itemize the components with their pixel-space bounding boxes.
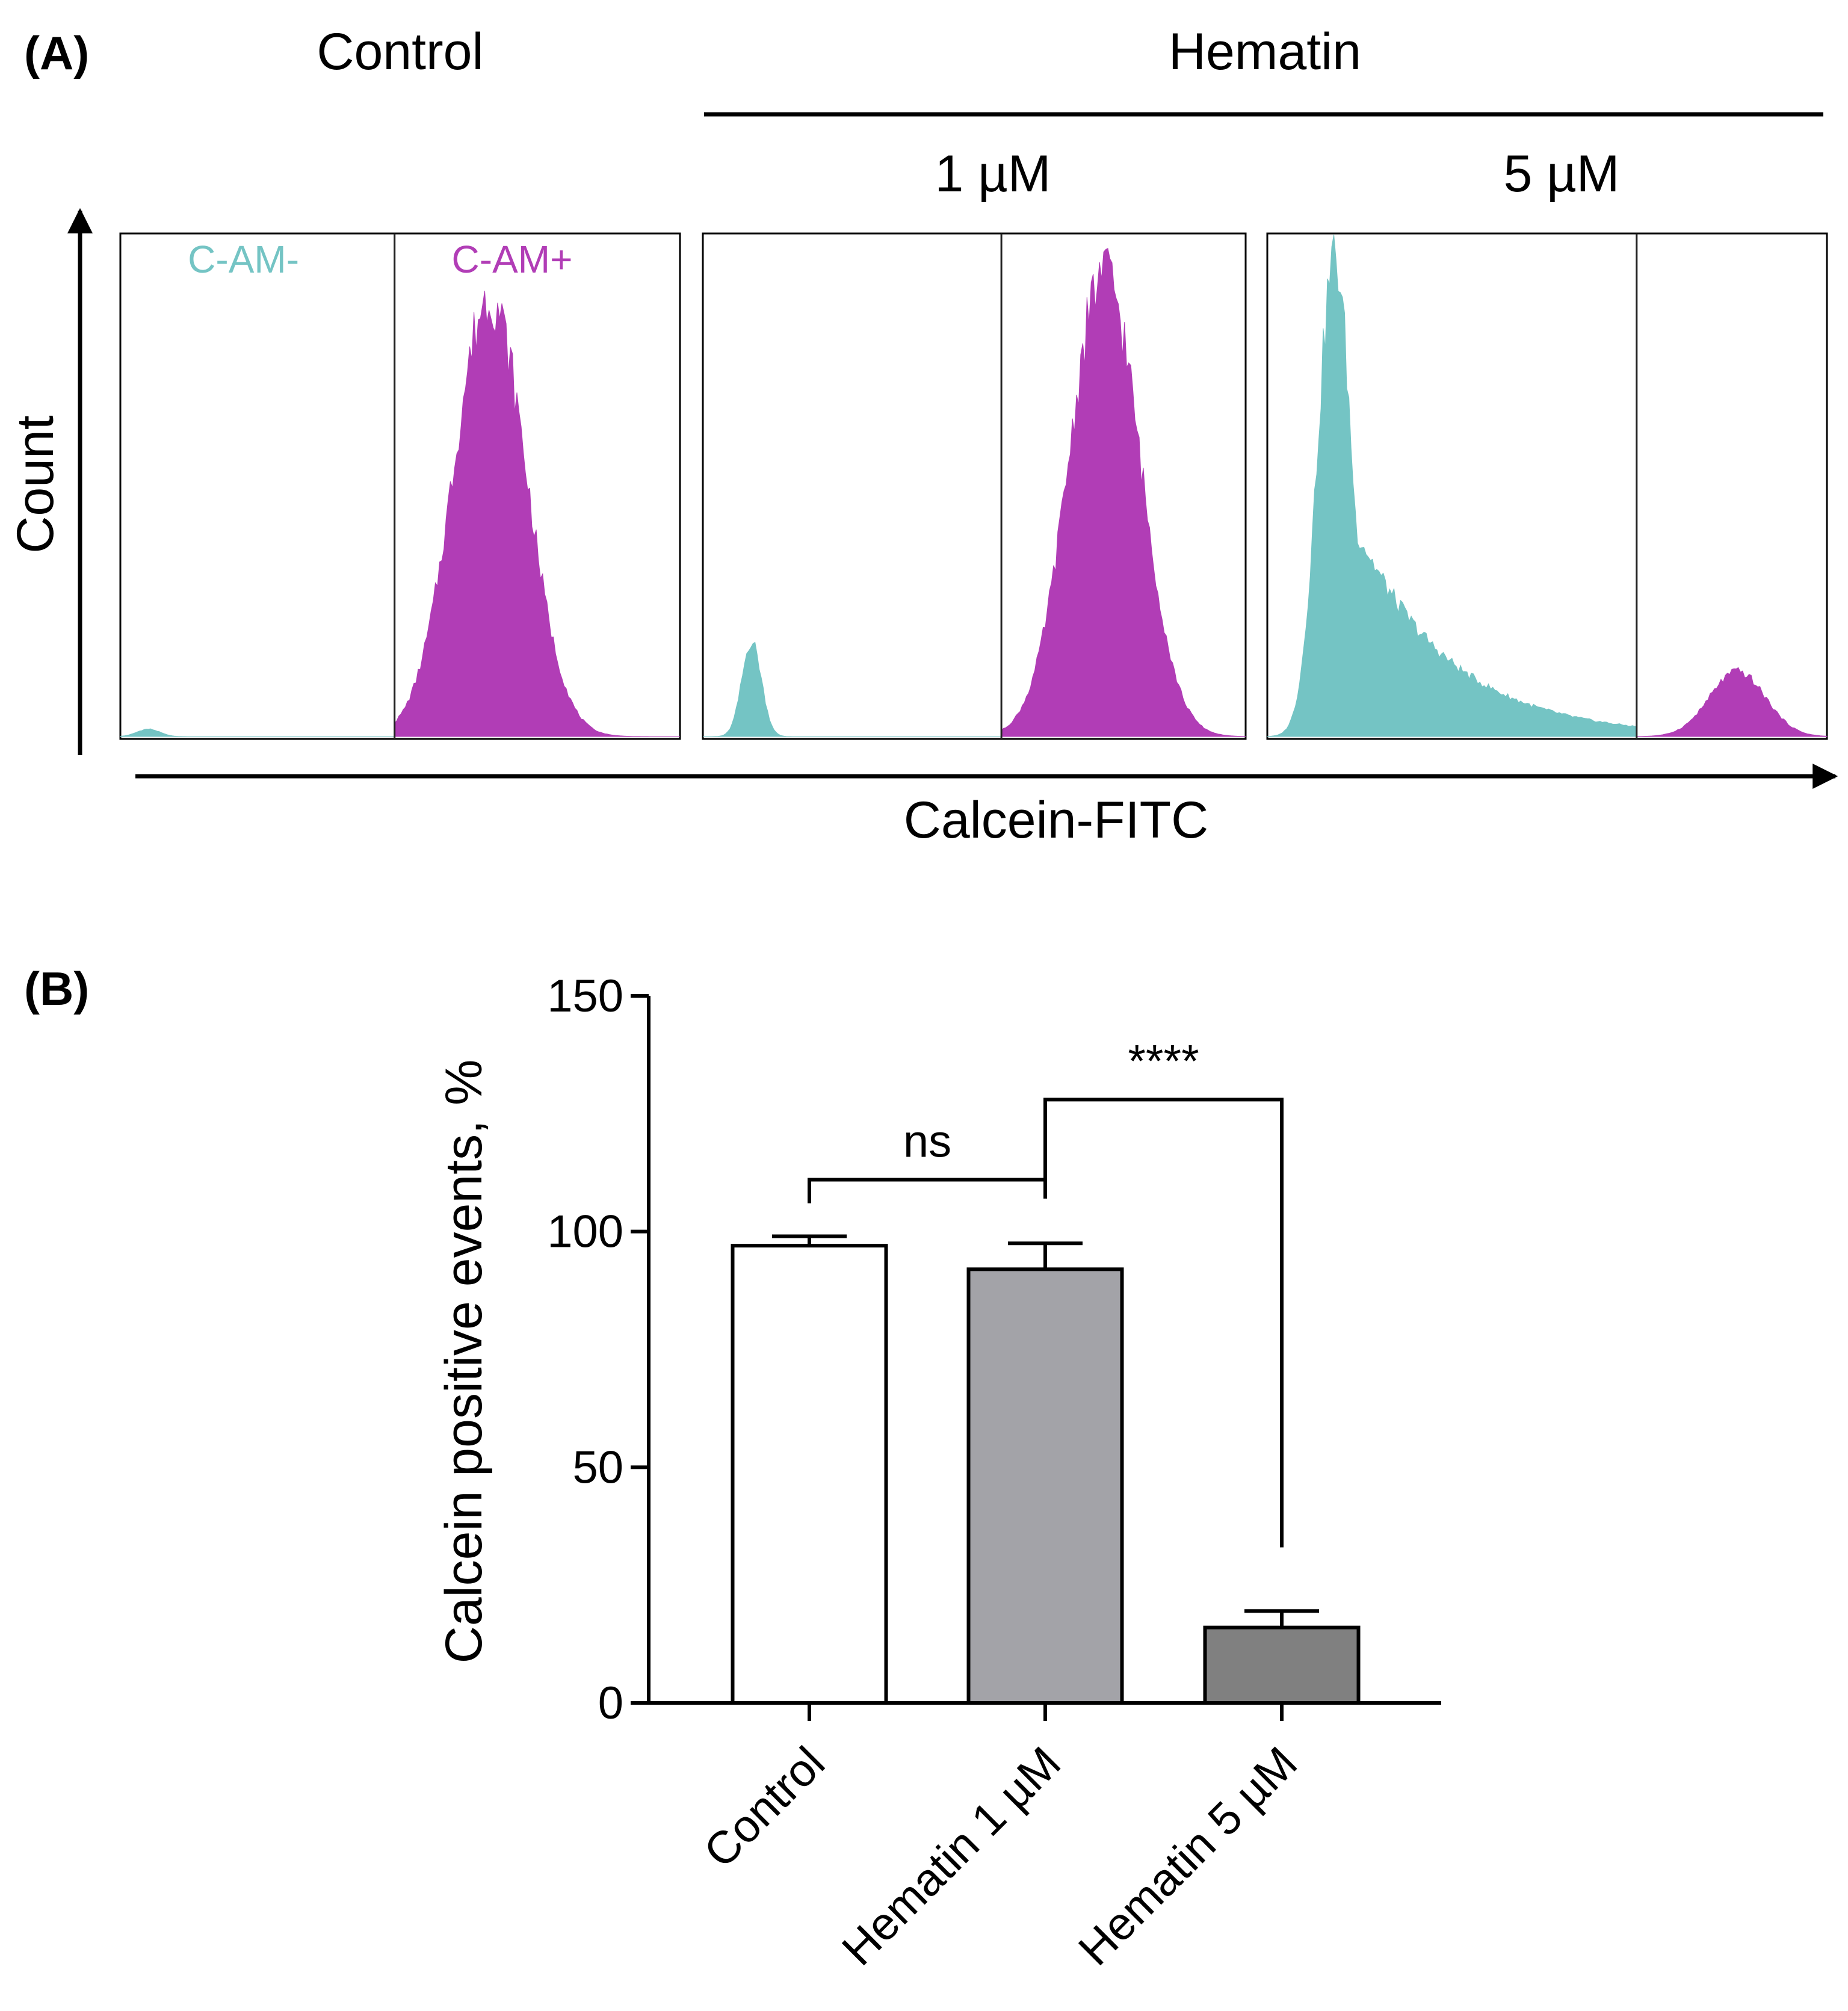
y-tick-label: 50 <box>572 1442 623 1493</box>
y-axis-title: Calcein positive events, % <box>435 1060 493 1664</box>
histogram-frame <box>119 232 681 740</box>
gate-label-positive: C-AM+ <box>452 238 573 281</box>
positive-population <box>1636 667 1828 737</box>
count-axis-title: Count <box>7 415 64 554</box>
y-tick-label: 150 <box>547 971 623 1022</box>
dose-label-5um: 5 µM <box>1504 145 1620 203</box>
significance-bracket <box>1043 1098 1284 1548</box>
y-tick-label: 0 <box>598 1678 623 1729</box>
y-tick-label: 100 <box>547 1206 623 1258</box>
positive-population <box>394 291 680 737</box>
gate-label-negative: C-AM- <box>188 238 299 281</box>
category-label: Hematin 1 µM <box>832 1737 1071 1975</box>
group-label-control: Control <box>317 23 483 81</box>
category-label: Control <box>694 1737 835 1877</box>
panel-b: (B) 0 50 100 150 Calcein positive events, % C… <box>24 962 1441 1975</box>
panel-a: (A) Control Hematin 1 µM 5 µM Count Calc… <box>7 23 1838 849</box>
histogram-panel: C-AM- C-AM+ <box>119 232 681 740</box>
histogram-panels: C-AM- C-AM+ <box>119 232 1828 740</box>
significance-label: **** <box>1128 1036 1199 1087</box>
bar <box>731 1244 888 1705</box>
histogram-panel <box>702 232 1247 740</box>
panel-b-label: (B) <box>24 962 89 1015</box>
negative-population <box>1267 234 1637 737</box>
panel-a-label: (A) <box>24 26 89 79</box>
bar <box>1203 1625 1361 1705</box>
bar <box>966 1267 1124 1705</box>
bar-chart: 0 50 100 150 Calcein positive events, % Contr… <box>435 971 1441 1975</box>
dose-label-1um: 1 µM <box>935 145 1051 203</box>
positive-population <box>1001 247 1246 737</box>
group-label-hematin: Hematin <box>1169 23 1361 81</box>
category-label: Hematin 5 µM <box>1069 1737 1307 1975</box>
negative-population <box>703 641 1002 737</box>
calcein-axis-title: Calcein-FITC <box>904 791 1209 849</box>
histogram-panel <box>1266 232 1828 740</box>
significance-bracket <box>808 1178 1047 1203</box>
negative-population <box>120 728 395 737</box>
significance-label: ns <box>903 1116 951 1167</box>
